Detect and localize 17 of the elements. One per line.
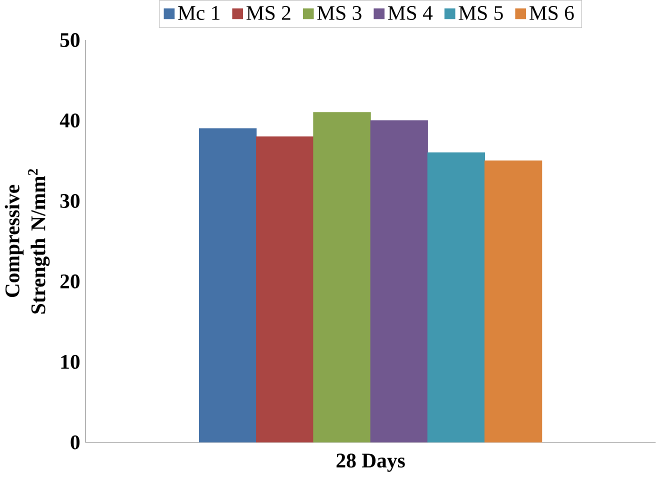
bar — [313, 112, 371, 443]
y-tick-label: 0 — [70, 436, 80, 450]
legend-label: MS 3 — [317, 6, 362, 20]
y-axis-title: Compressive Strength N/mm$^{2}$ — [4, 169, 50, 314]
legend-label: MS 4 — [388, 6, 433, 20]
y-tick-label: 10 — [61, 355, 80, 370]
legend-label: MS 5 — [458, 6, 503, 20]
bar — [427, 152, 486, 443]
legend-label: Mc 1 — [178, 6, 220, 20]
y-tick-label: 20 — [60, 274, 80, 289]
legend-label: MS 2 — [246, 6, 290, 20]
y-tick-label: 40 — [60, 114, 80, 128]
legend-label: MS 6 — [529, 6, 574, 20]
bar — [198, 128, 257, 443]
y-tick-label: 50 — [60, 33, 80, 48]
y-tick-label: 30 — [60, 194, 80, 208]
x-tick-label: 28 Days — [336, 454, 405, 472]
